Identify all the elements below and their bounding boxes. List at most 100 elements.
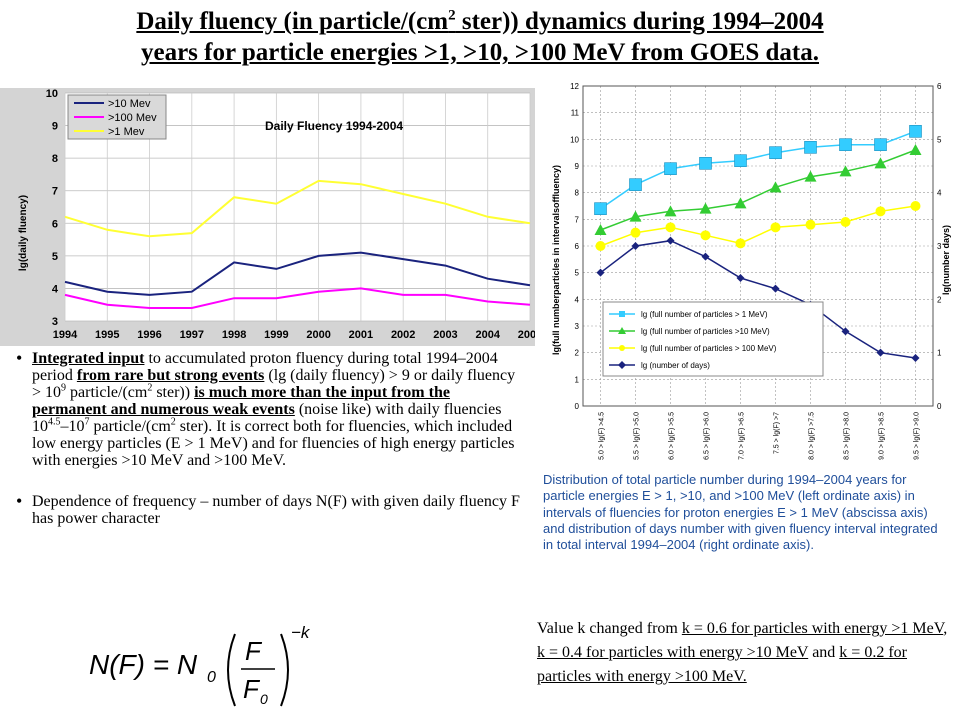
- series-1-point: [909, 144, 922, 155]
- series-2-point: [665, 222, 676, 233]
- chart-title: Daily Fluency 1994-2004: [265, 119, 403, 133]
- bullet-list: • Integrated input to accumulated proton…: [10, 348, 520, 527]
- series-line-2: [64, 179, 531, 238]
- grid: [64, 92, 531, 322]
- y-tick-label: 11: [571, 109, 580, 118]
- y-tick-label-right: 1: [937, 349, 942, 358]
- formula-exponent: −k: [291, 623, 311, 642]
- legend-marker-1mev: [619, 311, 625, 317]
- title-line-2: years for particle energies >1, >10, >10…: [140, 39, 820, 66]
- x-tick-label: 1997: [180, 329, 204, 341]
- x-tick-labels: 5.0 > lg(F) >4.5 5.5 > lg(F) >5.0 6.0 > lg…: [599, 412, 921, 460]
- series-3-point: [596, 268, 605, 277]
- y-tick-label: 12: [570, 82, 579, 91]
- bullet-dot: •: [16, 348, 23, 368]
- x-tick-label: 2005: [518, 329, 535, 341]
- series-3-point: [876, 348, 885, 357]
- y-tick-label-right: 4: [937, 189, 942, 198]
- y-tick-label: 9: [52, 121, 58, 133]
- slide-title: Daily fluency (in particle/(cm2 ster)) d…: [0, 6, 960, 68]
- y-axis-label-right: lg(number days): [941, 225, 951, 295]
- x-tick-labels: 1994 1995 1996 1997 1998 1999 2000 2001 2002 2003…: [53, 329, 535, 341]
- legend: >10 Mev >100 Mev >1 Mev: [67, 94, 167, 140]
- y-tick-label: 4: [575, 295, 580, 304]
- legend-label-100mev: lg (full number of particles > 100 MeV): [641, 344, 777, 353]
- y-tick-label: 3: [575, 322, 580, 331]
- y-tick-label: 8: [52, 153, 58, 165]
- series-3-point: [911, 354, 920, 362]
- series-group: [64, 179, 531, 309]
- daily-fluency-chart: 3 4 5 6 7 8 9 10 1994 1995 1996 1997 1998 1999 2000 20…: [0, 88, 535, 346]
- x-tick-label: 1996: [137, 329, 161, 341]
- series-0-point: [769, 146, 782, 159]
- y-tick-label: 2: [575, 349, 580, 358]
- x-tick-label: 6.0 > lg(F) >5.5: [669, 412, 676, 460]
- y-tick-label-right: 2: [937, 295, 942, 304]
- series-line-1: [64, 287, 531, 309]
- formula-right-paren: [280, 633, 289, 707]
- legend-label-1mev: >1 Mev: [108, 126, 145, 138]
- series-2-point: [595, 241, 606, 251]
- title-line-1: Daily fluency (in particle/(cm2 ster)) d…: [136, 7, 824, 35]
- bullet-dependence: • Dependence of frequency – number of da…: [16, 491, 520, 527]
- legend-marker-10mev: [618, 327, 626, 334]
- legend-label-1mev: lg (full number of particles > 1 MeV): [641, 310, 768, 319]
- y-tick-label: 4: [52, 283, 59, 295]
- series-line-1: [600, 149, 916, 231]
- y-tick-labels: 3 4 5 6 7 8 9 10: [46, 88, 59, 328]
- series-2-point: [735, 238, 746, 249]
- legend-label-10mev: lg (full number of particles >10 MeV): [641, 327, 770, 336]
- series-1-point: [804, 170, 817, 182]
- series-2-point: [770, 222, 781, 233]
- legend-box: [602, 301, 824, 377]
- series-1-point: [594, 224, 607, 235]
- y-tick-label-right: 5: [937, 135, 942, 144]
- series-line-2: [600, 205, 916, 247]
- figure-caption: Distribution of total particle number du…: [543, 472, 938, 553]
- y-tick-label: 5: [52, 251, 58, 263]
- plot-frame: [582, 85, 934, 407]
- series-line-0: [64, 251, 531, 296]
- x-tick-label: 1995: [95, 329, 119, 341]
- legend-marker-100mev: [619, 345, 625, 351]
- series-1-point: [874, 157, 887, 169]
- series-2-point: [875, 206, 886, 217]
- y-tick-label-right: 3: [937, 242, 942, 251]
- series-0-point: [874, 138, 887, 151]
- series-0-point: [699, 157, 712, 170]
- series-3-point: [771, 284, 780, 293]
- x-tick-label: 5.0 > lg(F) >4.5: [599, 412, 606, 460]
- x-tick-label: 9.5 > lg(F) >9.0: [914, 412, 921, 460]
- formula-left-paren: [227, 633, 236, 707]
- series-3-point: [736, 274, 745, 282]
- y-axis-label: lg(daily fluency): [18, 195, 29, 271]
- y-tick-label: 1: [575, 375, 580, 384]
- series-0-point: [664, 162, 677, 175]
- series-3-point: [631, 242, 640, 250]
- series-1-point: [839, 165, 852, 177]
- formula-f0-subscript: 0: [260, 691, 268, 707]
- bullet-integrated-input: • Integrated input to accumulated proton…: [16, 348, 516, 469]
- y-tick-label: 6: [575, 242, 580, 251]
- series-3-point: [666, 236, 675, 245]
- x-tick-label: 2002: [391, 329, 415, 341]
- x-tick-label: 7.5 > lg(F) >7: [774, 412, 781, 454]
- legend-label-100mev: >100 Mev: [108, 112, 157, 124]
- y-tick-label: 3: [52, 316, 58, 328]
- chart-background: [545, 80, 960, 468]
- legend: lg (full number of particles > 1 MeV) lg…: [602, 301, 824, 377]
- x-tick-label: 2001: [349, 329, 373, 341]
- series-1-point: [734, 197, 747, 209]
- y-tick-label: 8: [575, 189, 580, 198]
- series-1-point: [699, 202, 712, 214]
- y-tick-label-right: 6: [937, 82, 942, 91]
- formula-numerator: F: [245, 636, 263, 666]
- series-0-point: [734, 154, 747, 167]
- x-tick-label: 2000: [306, 329, 330, 341]
- series-2-point: [700, 230, 711, 241]
- series-line-0: [600, 130, 916, 210]
- x-tick-label: 2004: [475, 329, 500, 341]
- x-tick-label: 9.0 > lg(F) >8.5: [879, 412, 886, 460]
- y-tick-labels-right: 0 1 2 3 4 5 6: [937, 82, 942, 411]
